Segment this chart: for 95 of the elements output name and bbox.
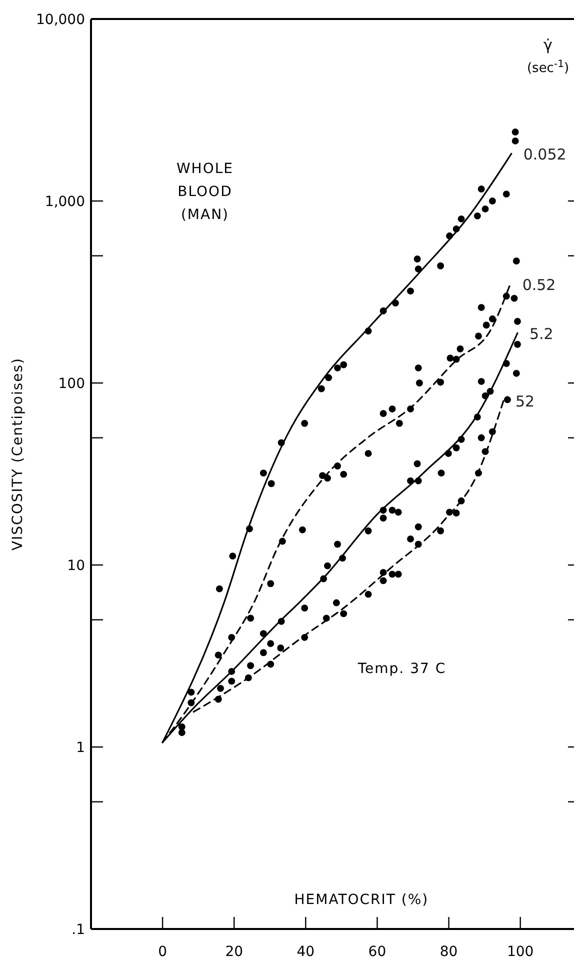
point: [340, 361, 348, 368]
point: [260, 470, 267, 477]
point: [504, 396, 511, 404]
point: [474, 332, 482, 340]
point: [478, 378, 485, 385]
point: [334, 364, 341, 372]
point: [298, 526, 306, 534]
point: [188, 688, 195, 696]
point: [437, 527, 444, 534]
point: [380, 514, 387, 522]
point: [488, 198, 496, 204]
x-tick-label: 80: [440, 944, 458, 960]
point: [514, 340, 521, 348]
point: [414, 460, 421, 468]
point: [414, 523, 422, 530]
point: [247, 614, 254, 622]
point: [394, 570, 402, 578]
x-axis-title: HEMATOCRIT (%): [294, 892, 429, 908]
point: [478, 186, 485, 192]
series-label: 52: [516, 392, 535, 411]
point: [364, 527, 372, 534]
point: [247, 662, 254, 670]
point: [414, 364, 422, 372]
point: [332, 599, 340, 606]
legend-title: γ̇ (sec$^{-1}$): [526, 36, 570, 76]
point: [260, 649, 267, 656]
series-label: 0.052: [523, 146, 566, 164]
point: [325, 374, 332, 382]
x-tick-label: 0: [158, 944, 168, 960]
point: [388, 405, 396, 412]
point: [277, 644, 284, 652]
point: [380, 577, 387, 584]
point: [438, 470, 445, 477]
point: [318, 385, 325, 392]
point: [514, 318, 521, 325]
point: [268, 480, 275, 488]
point: [388, 570, 396, 578]
point: [217, 684, 224, 692]
y-tick-label: 10,000: [36, 12, 85, 28]
point: [301, 420, 308, 427]
point: [510, 294, 518, 302]
point: [478, 304, 485, 311]
point: [396, 420, 403, 427]
point: [482, 322, 490, 329]
point: [456, 345, 464, 352]
point: [437, 262, 444, 270]
point: [414, 256, 421, 262]
point: [478, 434, 485, 442]
point: [482, 206, 489, 212]
point: [228, 678, 236, 685]
annotation: Temp. 37 C: [356, 661, 446, 677]
point: [216, 585, 223, 592]
point: [488, 315, 496, 322]
x-tick-label: 20: [225, 944, 244, 960]
point: [512, 138, 519, 144]
point: [267, 640, 274, 648]
x-tick-label: 60: [368, 944, 386, 960]
point: [380, 410, 387, 417]
point: [416, 380, 423, 386]
point: [229, 552, 236, 560]
y-tick-label: .1: [72, 922, 85, 938]
y-tick-label: 10: [67, 558, 85, 574]
point: [364, 590, 372, 598]
point: [394, 508, 402, 516]
y-tick-label: 1,000: [44, 194, 85, 210]
point: [502, 190, 510, 198]
series-label: 0.52: [522, 276, 556, 294]
x-tick-label: 100: [506, 944, 534, 960]
point: [474, 212, 481, 220]
point: [324, 562, 331, 570]
point: [178, 729, 186, 736]
point: [340, 470, 348, 478]
annotation: WHOLE BLOOD (MAN): [176, 161, 234, 223]
point: [340, 610, 348, 618]
point: [301, 604, 308, 612]
point: [267, 580, 274, 588]
series-label: 5.2: [529, 325, 554, 344]
point: [407, 288, 414, 295]
point: [364, 450, 372, 457]
y-tick-label: 1: [76, 740, 85, 756]
point: [388, 506, 396, 514]
point: [407, 536, 414, 542]
point: [452, 444, 460, 452]
point: [458, 215, 465, 222]
point: [512, 370, 520, 377]
point: [437, 378, 444, 386]
point: [512, 128, 519, 136]
point: [334, 540, 341, 548]
y-axis-title: VISCOSITY (Centipoises): [10, 357, 26, 551]
point: [214, 652, 222, 659]
y-tick-label: 100: [58, 376, 85, 392]
point: [512, 258, 520, 264]
x-tick-label: 40: [296, 944, 315, 960]
point: [446, 354, 454, 362]
point: [452, 510, 460, 516]
